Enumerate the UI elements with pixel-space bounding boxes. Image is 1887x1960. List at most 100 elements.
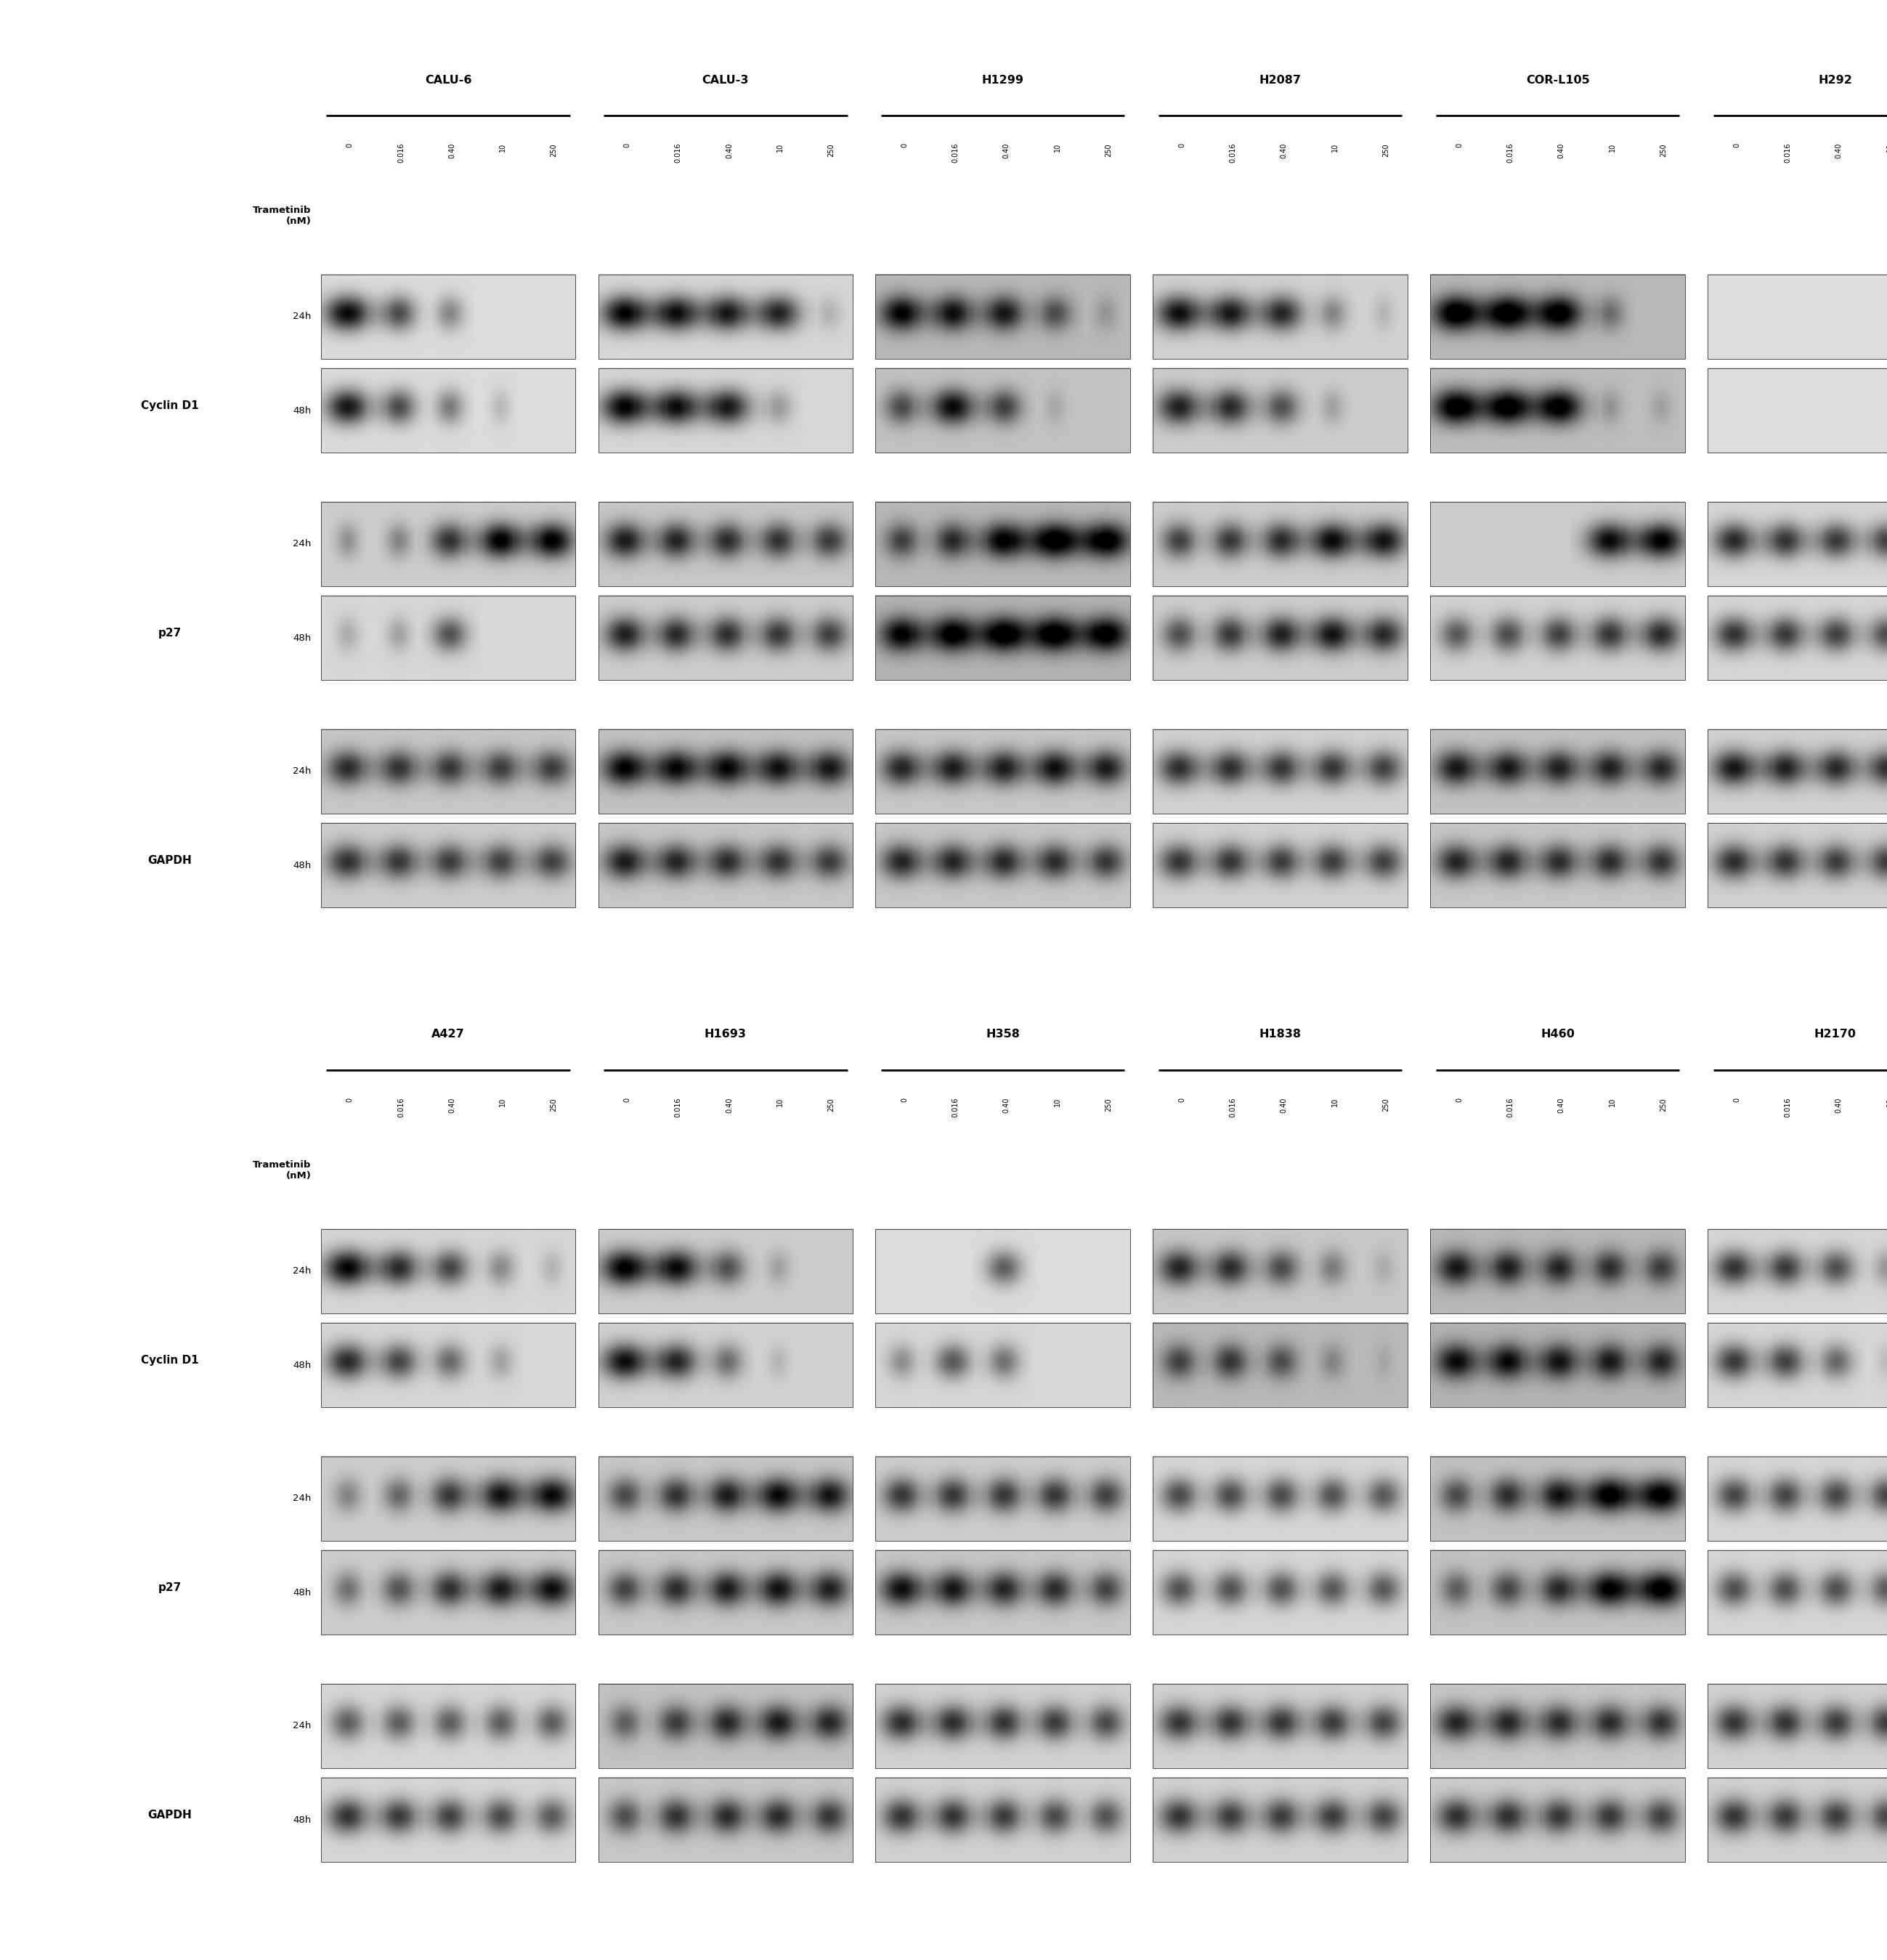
Text: 0.016: 0.016	[1506, 1098, 1513, 1117]
Text: 0: 0	[1734, 1098, 1740, 1102]
Bar	[876, 368, 1130, 453]
Bar	[1430, 1456, 1685, 1541]
Bar	[1153, 368, 1408, 453]
Bar	[1153, 823, 1408, 907]
Bar	[598, 1456, 853, 1541]
Text: 250: 250	[1661, 1098, 1666, 1111]
Bar	[1708, 1323, 1887, 1407]
Text: 0.016: 0.016	[396, 1098, 404, 1117]
Text: H2087: H2087	[1259, 74, 1302, 86]
Text: 10: 10	[1332, 143, 1338, 153]
Text: 10: 10	[777, 1098, 783, 1107]
Bar	[1708, 1684, 1887, 1768]
Text: 250: 250	[1106, 143, 1111, 157]
Bar	[1153, 1229, 1408, 1313]
Text: 24h: 24h	[292, 766, 311, 776]
Bar	[1430, 823, 1685, 907]
Text: 0: 0	[1457, 1098, 1462, 1102]
Bar	[1153, 1323, 1408, 1407]
Text: 0.40: 0.40	[1004, 143, 1010, 159]
Bar	[1153, 1778, 1408, 1862]
Bar	[321, 1550, 576, 1635]
Text: 48h: 48h	[292, 633, 311, 643]
Bar	[1430, 1550, 1685, 1635]
Bar	[1708, 1229, 1887, 1313]
Bar	[1153, 729, 1408, 813]
Text: 0.40: 0.40	[1834, 143, 1842, 159]
Bar	[1430, 274, 1685, 359]
Bar	[321, 1684, 576, 1768]
Text: 48h: 48h	[292, 860, 311, 870]
Bar	[598, 368, 853, 453]
Bar	[1430, 502, 1685, 586]
Text: 10: 10	[1610, 143, 1615, 153]
Text: 250: 250	[1381, 143, 1389, 157]
Bar	[876, 729, 1130, 813]
Bar	[598, 502, 853, 586]
Text: 0: 0	[347, 143, 353, 147]
Text: 0.40: 0.40	[1279, 143, 1287, 159]
Text: 0: 0	[1177, 1098, 1185, 1102]
Text: 250: 250	[828, 143, 834, 157]
Text: 0: 0	[625, 1098, 630, 1102]
Text: 0.016: 0.016	[676, 1098, 681, 1117]
Bar	[598, 1550, 853, 1635]
Bar	[321, 368, 576, 453]
Text: H460: H460	[1540, 1029, 1576, 1041]
Text: Trametinib
(nM): Trametinib (nM)	[253, 1160, 311, 1180]
Bar	[1153, 596, 1408, 680]
Text: 0.40: 0.40	[725, 1098, 732, 1113]
Text: p27: p27	[159, 627, 181, 639]
Bar	[321, 1323, 576, 1407]
Bar	[321, 596, 576, 680]
Bar	[1153, 1550, 1408, 1635]
Bar	[321, 1229, 576, 1313]
Text: 0: 0	[902, 1098, 908, 1102]
Bar	[1430, 1778, 1685, 1862]
Bar	[598, 1323, 853, 1407]
Bar	[1708, 729, 1887, 813]
Text: 250: 250	[828, 1098, 834, 1111]
Text: 10: 10	[777, 143, 783, 153]
Text: 0.40: 0.40	[449, 1098, 455, 1113]
Text: 48h: 48h	[292, 1815, 311, 1825]
Bar	[321, 729, 576, 813]
Bar	[876, 502, 1130, 586]
Bar	[598, 1778, 853, 1862]
Text: CALU-3: CALU-3	[702, 74, 749, 86]
Text: 10: 10	[1053, 1098, 1060, 1107]
Bar	[321, 502, 576, 586]
Text: 250: 250	[551, 143, 557, 157]
Bar	[1708, 823, 1887, 907]
Text: 0.40: 0.40	[1559, 1098, 1564, 1113]
Text: 48h: 48h	[292, 1588, 311, 1597]
Bar	[1708, 1778, 1887, 1862]
Text: 24h: 24h	[292, 539, 311, 549]
Text: 0.016: 0.016	[953, 143, 959, 163]
Text: 0.016: 0.016	[1506, 143, 1513, 163]
Text: 0.016: 0.016	[676, 143, 681, 163]
Bar	[1153, 274, 1408, 359]
Text: 24h: 24h	[292, 312, 311, 321]
Text: 10: 10	[1053, 143, 1060, 153]
Text: 0: 0	[347, 1098, 353, 1102]
Text: 48h: 48h	[292, 1360, 311, 1370]
Text: 0.40: 0.40	[1834, 1098, 1842, 1113]
Bar	[876, 1778, 1130, 1862]
Text: Trametinib
(nM): Trametinib (nM)	[253, 206, 311, 225]
Text: 0.40: 0.40	[1279, 1098, 1287, 1113]
Text: 24h: 24h	[292, 1266, 311, 1276]
Bar	[598, 274, 853, 359]
Text: 250: 250	[551, 1098, 557, 1111]
Text: 0: 0	[625, 143, 630, 147]
Bar	[1708, 1550, 1887, 1635]
Bar	[876, 1229, 1130, 1313]
Text: 10: 10	[498, 1098, 506, 1107]
Text: Cyclin D1: Cyclin D1	[142, 1354, 198, 1366]
Bar	[876, 1456, 1130, 1541]
Bar	[876, 274, 1130, 359]
Bar	[598, 729, 853, 813]
Text: H1693: H1693	[704, 1029, 747, 1041]
Text: 48h: 48h	[292, 406, 311, 416]
Text: 0.016: 0.016	[1230, 1098, 1236, 1117]
